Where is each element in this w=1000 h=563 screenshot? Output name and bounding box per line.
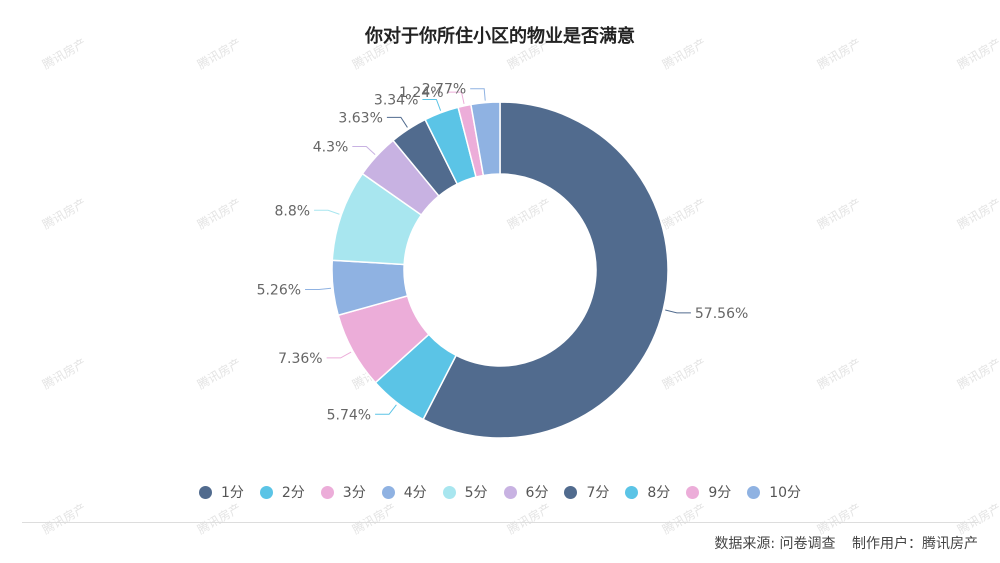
- legend-item-8[interactable]: 8分: [625, 482, 670, 502]
- legend-label: 7分: [586, 485, 610, 501]
- slice-label-9: 1.24%: [399, 85, 443, 101]
- leader-line-6: [352, 146, 376, 156]
- donut-slice-10: [470, 101, 501, 177]
- legend-item-5[interactable]: 5分: [442, 482, 488, 502]
- leader-line-9: [447, 91, 465, 104]
- slice-label-7: 3.63%: [338, 110, 382, 126]
- slice-label-8: 3.34%: [374, 92, 418, 108]
- legend-label: 8分: [647, 485, 671, 501]
- legend-label: 2分: [281, 485, 305, 501]
- legend-item-9[interactable]: 9分: [686, 482, 731, 502]
- source-note: 数据来源: 问卷调查 制作用户：腾讯房产: [714, 533, 978, 553]
- chart-legend: 1分 2分 3分 4分 5分 6分 7分 8分 9分 10分: [0, 482, 1000, 502]
- leader-line-4: [305, 287, 332, 291]
- slice-label-1: 57.56%: [695, 306, 748, 322]
- legend-item-4[interactable]: 4分: [381, 482, 427, 502]
- leader-line-10: [470, 88, 486, 101]
- maker-text: 制作用户：腾讯房产: [852, 536, 978, 552]
- legend-label: 10分: [769, 485, 802, 501]
- leader-line-5: [314, 209, 340, 215]
- watermark-text: 腾讯房产: [659, 500, 709, 537]
- legend-swatch: [625, 485, 639, 499]
- slice-label-5: 8.8%: [274, 203, 310, 219]
- legend-swatch: [198, 485, 212, 499]
- leader-line-3: [326, 351, 352, 359]
- legend-swatch: [564, 485, 578, 499]
- legend-label: 9分: [708, 485, 732, 501]
- legend-swatch: [320, 485, 334, 499]
- footer-divider: [22, 522, 978, 523]
- legend-label: 1分: [220, 485, 244, 501]
- slice-label-10: 2.77%: [422, 82, 466, 98]
- legend-item-10[interactable]: 10分: [747, 482, 801, 502]
- legend-swatch: [747, 485, 761, 499]
- leader-line-1: [665, 309, 691, 314]
- legend-item-7[interactable]: 7分: [564, 482, 609, 502]
- watermark-text: 腾讯房产: [39, 500, 89, 537]
- source-text: 数据来源: 问卷调查: [714, 536, 836, 552]
- legend-item-1[interactable]: 1分: [198, 482, 244, 502]
- slice-label-3: 7.36%: [278, 351, 322, 367]
- watermark-text: 腾讯房产: [194, 500, 244, 537]
- slice-label-2: 5.74%: [327, 407, 371, 423]
- legend-swatch: [442, 485, 456, 499]
- donut-chart: 57.56% 5.74% 7.36% 5.26% 8.8% 4.3% 3.63% 3.34%1…: [257, 82, 748, 439]
- legend-label: 4分: [403, 485, 427, 501]
- chart-title: 你对于你所住小区的物业是否满意: [365, 26, 635, 47]
- legend-label: 5分: [464, 485, 488, 501]
- leader-line-2: [375, 404, 397, 415]
- legend-swatch: [259, 485, 273, 499]
- donut-slice-1: [422, 101, 669, 439]
- legend-swatch: [503, 485, 517, 499]
- legend-item-2[interactable]: 2分: [259, 482, 305, 502]
- legend-item-3[interactable]: 3分: [320, 482, 366, 502]
- legend-swatch: [686, 485, 700, 499]
- legend-item-6[interactable]: 6分: [503, 482, 549, 502]
- slice-label-6: 4.3%: [313, 140, 349, 156]
- leader-line-7: [386, 116, 408, 128]
- legend-label: 6分: [525, 485, 549, 501]
- legend-label: 3分: [342, 485, 366, 501]
- slice-label-4: 5.26%: [257, 283, 301, 299]
- leader-line-8: [422, 98, 442, 111]
- watermark-text: 腾讯房产: [349, 500, 399, 537]
- watermark-text: 腾讯房产: [504, 500, 554, 537]
- legend-swatch: [381, 485, 395, 499]
